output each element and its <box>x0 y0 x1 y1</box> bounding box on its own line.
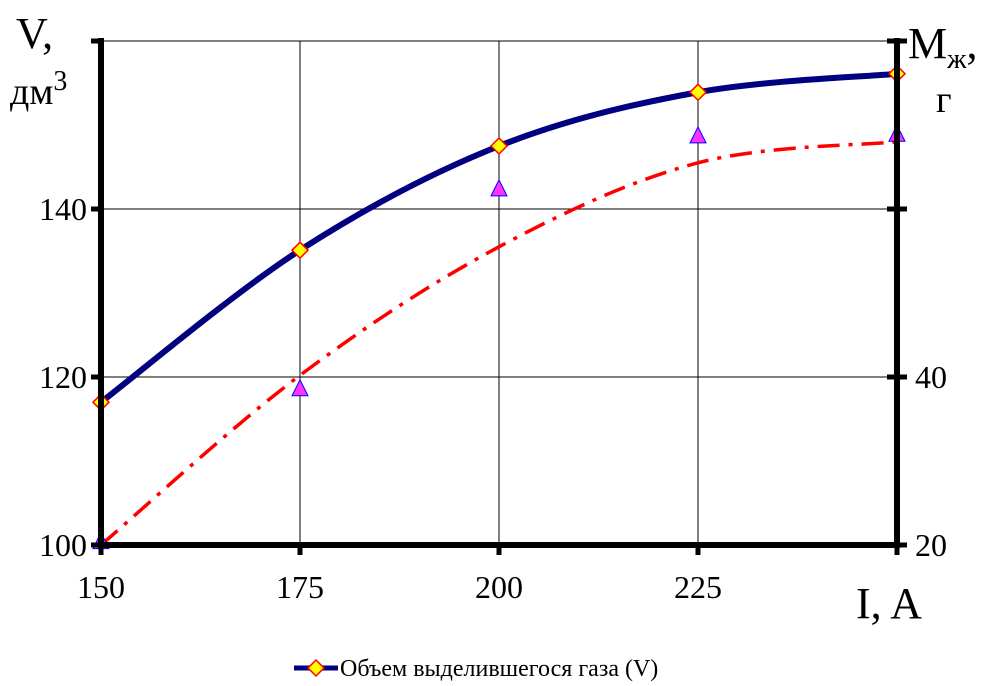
y-right-subscript: ж <box>946 44 967 75</box>
x-axis-label: I, A <box>856 579 922 628</box>
y-right-symbol: M <box>908 19 947 68</box>
series-volume-point <box>688 83 708 102</box>
legend: Объем выделившегося газа (V) <box>294 656 658 682</box>
x-tick-label: 225 <box>674 569 722 605</box>
y-left-unit: дм <box>10 71 53 113</box>
grid-layer <box>101 40 897 545</box>
y-left-tick-label: 140 <box>39 191 87 227</box>
y-right-label-line2: г <box>936 79 952 121</box>
labels-layer: 150 175 200 225 100 120 140 20 40 <box>39 191 947 605</box>
axes-layer <box>91 38 907 555</box>
y-right-comma: , <box>966 19 977 68</box>
series-mass-point <box>689 125 707 144</box>
legend-marker <box>306 658 326 678</box>
legend-label: Объем выделившегося газа (V) <box>340 656 658 682</box>
y-left-tick-label: 120 <box>39 359 87 395</box>
series-mass-point <box>490 178 508 197</box>
y-left-unit-sup: 3 <box>53 66 67 97</box>
x-tick-label: 175 <box>276 569 324 605</box>
x-tick-label: 150 <box>77 569 125 605</box>
y-left-label-line2: дм3 <box>10 66 67 113</box>
series-mass-point <box>291 378 309 397</box>
y-right-label-line1: Mж, <box>908 19 977 75</box>
y-right-tick-label: 20 <box>915 527 947 563</box>
y-left-tick-label: 100 <box>39 527 87 563</box>
series-mass-line <box>99 140 898 547</box>
y-left-label-line1: V, <box>16 9 53 58</box>
x-tick-label: 200 <box>475 569 523 605</box>
series-volume-point <box>489 136 509 156</box>
series-volume-point <box>290 241 310 260</box>
y-right-tick-label: 40 <box>915 359 947 395</box>
